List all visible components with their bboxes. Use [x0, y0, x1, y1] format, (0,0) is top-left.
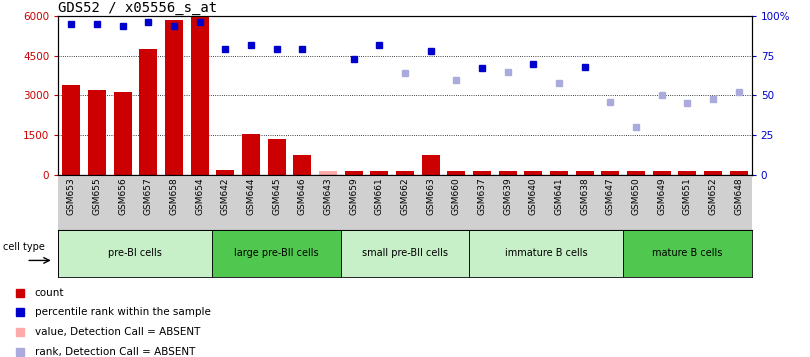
Text: GSM656: GSM656	[118, 178, 127, 215]
Bar	[469, 230, 623, 277]
Bar	[267, 139, 286, 175]
Bar	[704, 171, 723, 175]
Bar	[190, 16, 208, 175]
Text: GSM641: GSM641	[555, 178, 564, 215]
Bar	[447, 171, 466, 175]
Text: GSM637: GSM637	[478, 178, 487, 215]
Bar	[370, 171, 388, 175]
Text: pre-BI cells: pre-BI cells	[109, 248, 162, 258]
Text: cell type: cell type	[3, 241, 45, 252]
Text: GSM652: GSM652	[709, 178, 718, 215]
Bar	[242, 134, 260, 175]
Bar	[319, 171, 337, 175]
Bar	[653, 171, 671, 175]
Text: GSM648: GSM648	[735, 178, 744, 215]
Text: GSM649: GSM649	[657, 178, 667, 215]
Text: GSM640: GSM640	[529, 178, 538, 215]
Bar	[212, 230, 341, 277]
Text: small pre-BII cells: small pre-BII cells	[362, 248, 448, 258]
Text: immature B cells: immature B cells	[505, 248, 587, 258]
Bar	[623, 230, 752, 277]
Text: mature B cells: mature B cells	[652, 248, 723, 258]
Bar	[165, 20, 183, 175]
Text: GSM662: GSM662	[400, 178, 410, 215]
Text: GSM646: GSM646	[298, 178, 307, 215]
Text: GSM658: GSM658	[169, 178, 178, 215]
Text: GSM660: GSM660	[452, 178, 461, 215]
Text: GSM639: GSM639	[503, 178, 512, 215]
Text: GSM663: GSM663	[426, 178, 435, 215]
Bar	[216, 170, 234, 175]
Bar	[499, 171, 517, 175]
Bar	[730, 171, 748, 175]
Bar	[602, 171, 620, 175]
Text: GSM654: GSM654	[195, 178, 204, 215]
Text: value, Detection Call = ABSENT: value, Detection Call = ABSENT	[35, 327, 200, 337]
Text: GSM653: GSM653	[66, 178, 75, 215]
Text: GSM650: GSM650	[632, 178, 641, 215]
Text: GSM659: GSM659	[349, 178, 358, 215]
Text: GSM638: GSM638	[580, 178, 589, 215]
Text: GSM643: GSM643	[323, 178, 332, 215]
Bar	[62, 85, 80, 175]
Text: GSM645: GSM645	[272, 178, 281, 215]
Bar	[396, 171, 414, 175]
Text: GSM644: GSM644	[246, 178, 255, 215]
Bar	[341, 230, 469, 277]
Bar	[524, 171, 543, 175]
Text: large pre-BII cells: large pre-BII cells	[234, 248, 319, 258]
Bar	[550, 171, 568, 175]
Text: GSM657: GSM657	[143, 178, 153, 215]
Bar	[576, 171, 594, 175]
Text: GSM642: GSM642	[221, 178, 230, 215]
Bar	[87, 90, 106, 175]
Bar	[473, 171, 491, 175]
Text: GSM661: GSM661	[375, 178, 384, 215]
Text: GSM655: GSM655	[92, 178, 101, 215]
Text: count: count	[35, 288, 64, 298]
Text: GDS52 / x05556_s_at: GDS52 / x05556_s_at	[58, 1, 217, 15]
Text: GSM647: GSM647	[606, 178, 615, 215]
Bar	[679, 171, 697, 175]
Bar	[344, 171, 363, 175]
Text: rank, Detection Call = ABSENT: rank, Detection Call = ABSENT	[35, 347, 195, 357]
Bar	[627, 171, 645, 175]
Text: GSM651: GSM651	[683, 178, 692, 215]
Bar	[422, 155, 440, 175]
Bar	[58, 230, 212, 277]
Bar	[113, 91, 131, 175]
Bar	[139, 49, 157, 175]
Text: percentile rank within the sample: percentile rank within the sample	[35, 307, 211, 317]
Bar	[293, 155, 311, 175]
